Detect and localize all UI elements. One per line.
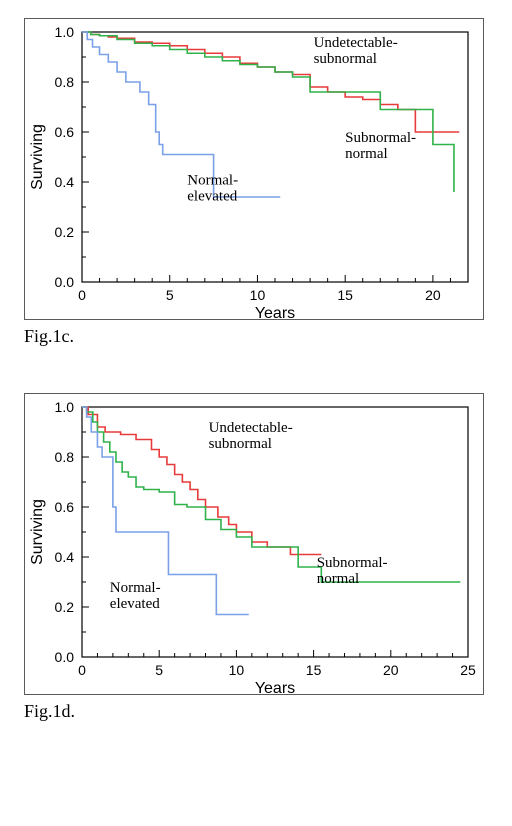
y-tick-label: 1.0 [55,399,75,415]
series-label: normal [345,146,388,162]
series-label: normal [317,571,360,587]
y-tick-label: 0.2 [55,599,75,615]
fig1d-chart: 0 5 10 15 20 25 0.0 0.2 0.4 0.6 0.8 1.0 Years Survivi… [24,393,484,695]
fig1c-wrap: 0 5 10 15 20 0.0 0.2 0.4 0.6 0.8 1.0 Years Surviving… [24,18,488,347]
fig1d-caption: Fig.1d. [24,701,488,722]
x-axis-label: Years [255,305,295,320]
x-tick-label: 20 [383,662,399,678]
x-axis-label: Years [255,680,295,695]
series-label: subnormal [314,51,377,67]
x-tick-label: 10 [229,662,245,678]
x-tick-label: 15 [306,662,322,678]
y-tick-label: 0.6 [55,124,75,140]
series-label: subnormal [209,436,272,452]
x-tick-label: 20 [425,287,441,303]
x-tick-label: 5 [166,287,174,303]
y-tick-label: 0.8 [55,74,75,90]
series-label: Normal- [187,173,238,189]
series-label: elevated [110,596,160,612]
y-tick-label: 0.0 [55,274,75,290]
series-label: Subnormal- [317,555,388,571]
x-tick-label: 15 [337,287,353,303]
y-tick-label: 0.4 [55,174,75,190]
y-axis-label: Surviving [29,124,46,190]
fig1d-wrap: 0 5 10 15 20 25 0.0 0.2 0.4 0.6 0.8 1.0 Years Survivi… [24,393,488,722]
x-tick-label: 0 [78,287,86,303]
fig1c-chart: 0 5 10 15 20 0.0 0.2 0.4 0.6 0.8 1.0 Years Surviving… [24,18,484,320]
x-tick-label: 25 [460,662,476,678]
y-axis-label: Surviving [29,499,46,565]
x-tick-label: 10 [250,287,266,303]
y-tick-label: 0.6 [55,499,75,515]
y-tick-label: 1.0 [55,24,75,40]
y-tick-label: 0.2 [55,224,75,240]
series-label: Normal- [110,580,161,596]
x-tick-label: 5 [155,662,163,678]
y-tick-label: 0.8 [55,449,75,465]
y-tick-label: 0.4 [55,549,75,565]
fig1c-caption: Fig.1c. [24,326,488,347]
x-tick-label: 0 [78,662,86,678]
series-label: Undetectable- [314,35,398,51]
y-tick-label: 0.0 [55,649,75,665]
series-label: Undetectable- [209,420,293,436]
series-label: Subnormal- [345,130,416,146]
series-label: elevated [187,189,237,205]
